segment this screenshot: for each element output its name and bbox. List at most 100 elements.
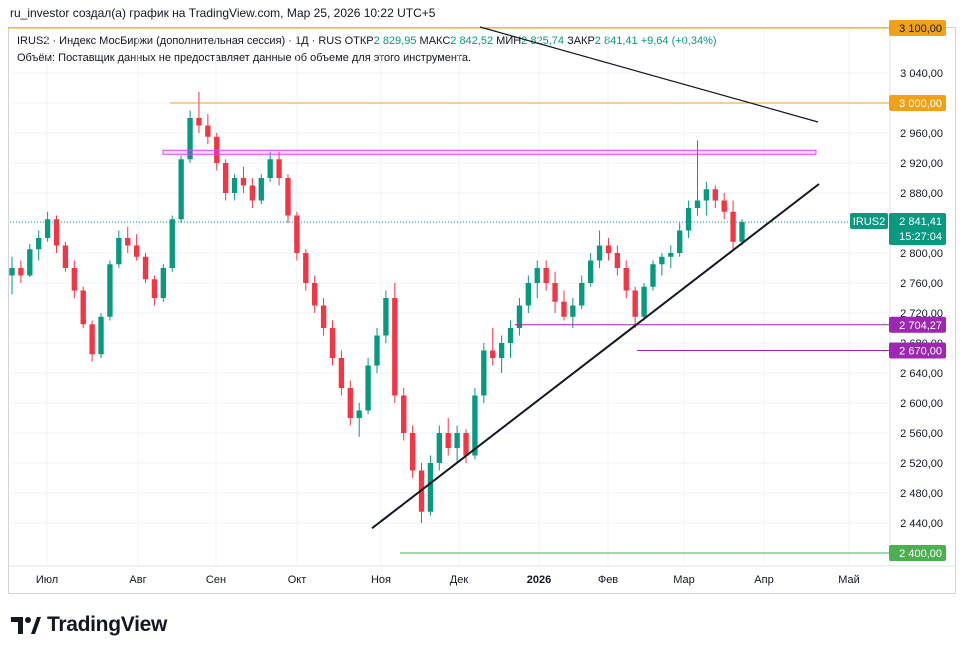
tradingview-logo[interactable]: TradingView bbox=[11, 612, 167, 638]
candle-body bbox=[18, 268, 24, 276]
candle-body bbox=[579, 283, 585, 306]
resistance-zone bbox=[162, 149, 817, 155]
candle-body bbox=[525, 283, 532, 306]
candle-body bbox=[454, 433, 460, 448]
tradingview-logo-text: TradingView bbox=[47, 613, 168, 636]
y-tick-label: 2 520,00 bbox=[900, 458, 943, 470]
candle-body bbox=[712, 189, 718, 201]
candle-body bbox=[303, 253, 309, 283]
legend-high-label: МАКС bbox=[419, 35, 451, 47]
candle-body bbox=[694, 200, 701, 208]
support-2704-label: 2 704,27 bbox=[899, 320, 942, 332]
candle-body bbox=[320, 305, 327, 328]
candle-body bbox=[356, 410, 362, 418]
candle-body bbox=[552, 283, 558, 302]
lower-trendline bbox=[371, 183, 820, 530]
candle-body bbox=[169, 219, 175, 268]
candle-body bbox=[294, 215, 300, 253]
support-2400-label: 2 400,00 bbox=[899, 548, 942, 560]
candle-body bbox=[516, 305, 523, 328]
x-tick-label: Окт bbox=[288, 574, 307, 586]
legend-symbol[interactable]: IRUS2 · Индекс МосБиржи (дополнительная … bbox=[17, 35, 342, 47]
candle-body bbox=[62, 245, 69, 268]
legend-low: 2 825,74 bbox=[521, 35, 564, 47]
candle-body bbox=[632, 290, 638, 317]
candle-body bbox=[507, 328, 514, 343]
candle-body bbox=[80, 290, 86, 325]
symbol-tag-bg bbox=[850, 212, 888, 229]
y-tick-label: 2 440,00 bbox=[900, 518, 943, 530]
last-price-tag-bg bbox=[889, 212, 946, 245]
legend-high: 2 842,52 bbox=[450, 35, 494, 47]
resistance-3100-label: 3 100,00 bbox=[899, 23, 942, 35]
candle-body bbox=[623, 268, 629, 291]
support-2400-label-bg bbox=[889, 545, 946, 561]
y-tick-label: 2 480,00 bbox=[900, 488, 943, 500]
resistance-3100-label-bg bbox=[889, 20, 946, 36]
candle-body bbox=[392, 298, 398, 396]
candle-body bbox=[365, 365, 371, 411]
candle-body bbox=[222, 163, 229, 193]
x-tick-label: Июл bbox=[36, 574, 58, 586]
candle-body bbox=[187, 118, 193, 160]
resistance-3000-label: 3 000,00 bbox=[899, 98, 942, 110]
candle-body bbox=[703, 189, 710, 201]
legend-open: 2 829,95 bbox=[373, 35, 417, 47]
candle-body bbox=[641, 286, 647, 317]
candle-body bbox=[587, 260, 594, 283]
candle-body bbox=[498, 343, 505, 358]
x-tick-label: Фев bbox=[598, 574, 618, 586]
y-tick-label: 2 920,00 bbox=[900, 158, 943, 170]
candle-body bbox=[231, 178, 238, 193]
candle-body bbox=[721, 200, 727, 212]
legend-open-label: ОТКР bbox=[344, 35, 374, 47]
y-tick-label: 2 800,00 bbox=[900, 248, 943, 260]
x-tick-label: Май bbox=[838, 574, 860, 586]
candle-body bbox=[160, 268, 167, 298]
legend-low-label: МИН bbox=[496, 35, 522, 47]
y-tick-label: 2 960,00 bbox=[900, 128, 943, 140]
x-tick-label: Ноя bbox=[371, 574, 391, 586]
candle-body bbox=[205, 125, 211, 137]
candle-body bbox=[125, 238, 131, 246]
candle-body bbox=[481, 350, 487, 396]
candle-body bbox=[36, 238, 42, 250]
x-tick-label: Авг bbox=[129, 574, 146, 586]
last-price-tag: 2 841,41 bbox=[899, 216, 942, 228]
candle-body bbox=[142, 256, 149, 280]
legend-close-label: ЗАКР bbox=[567, 35, 595, 47]
candle-body bbox=[374, 335, 380, 366]
x-tick-label: Сен bbox=[206, 574, 226, 586]
candle-body bbox=[534, 268, 540, 283]
support-2670-label-bg bbox=[889, 342, 946, 359]
candle-body bbox=[543, 268, 549, 283]
candle-body bbox=[133, 245, 140, 257]
y-tick-label: 2 600,00 bbox=[900, 398, 943, 410]
candle-body bbox=[685, 208, 692, 231]
legend-change: +9,64 (+0,34%) bbox=[640, 35, 717, 47]
candle-body bbox=[116, 238, 122, 265]
resistance-3000-label-bg bbox=[889, 95, 946, 111]
candle-body bbox=[383, 298, 389, 336]
legend-close: 2 841,41 bbox=[594, 35, 638, 47]
y-tick-label: 2 760,00 bbox=[900, 278, 943, 290]
candle-body bbox=[98, 316, 104, 355]
candle-body bbox=[329, 328, 336, 358]
symbol-legend: IRUS2 · Индекс МосБиржи (дополнительная … bbox=[17, 35, 717, 47]
candle-body bbox=[650, 264, 656, 287]
candle-body bbox=[739, 221, 745, 242]
y-tick-label: 3 040,00 bbox=[900, 68, 943, 80]
tradingview-logo-icon bbox=[11, 617, 41, 634]
x-tick-label: Апр bbox=[754, 574, 773, 586]
candle-body bbox=[472, 395, 478, 456]
symbol-tag: IRUS2 bbox=[853, 216, 885, 228]
candle-body bbox=[312, 283, 318, 306]
support-2670-label: 2 670,00 bbox=[899, 346, 942, 358]
candle-body bbox=[178, 159, 184, 220]
candle-body bbox=[730, 211, 736, 242]
y-tick-label: 2 640,00 bbox=[900, 368, 943, 380]
candle-body bbox=[338, 358, 345, 388]
candle-body bbox=[614, 253, 621, 268]
x-tick-label: Дек bbox=[450, 574, 469, 586]
